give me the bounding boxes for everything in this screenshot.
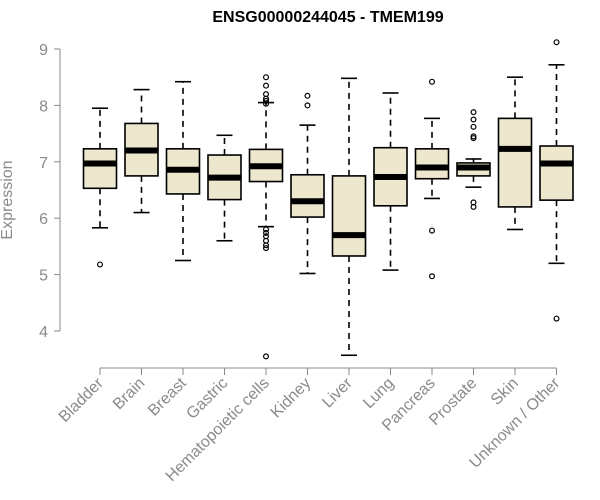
boxplot-group: [207, 134, 242, 242]
outlier-point: [263, 242, 270, 249]
box-iqr: [539, 145, 574, 201]
outlier-point: [263, 82, 270, 89]
y-tick-label: 8: [39, 98, 48, 115]
x-tick-label: Liver: [319, 374, 356, 411]
y-tick-label: 9: [39, 42, 48, 59]
outlier-point: [96, 261, 103, 268]
boxplot-group: [497, 76, 533, 231]
outlier-point: [470, 203, 477, 210]
boxplot-group: [414, 78, 450, 280]
outlier-point: [304, 92, 311, 99]
boxplot-group: [539, 39, 574, 322]
outlier-point: [470, 135, 477, 142]
y-tick-label: 6: [39, 211, 48, 228]
outlier-point: [429, 227, 436, 234]
box-iqr: [497, 117, 533, 208]
box-iqr: [414, 148, 450, 180]
y-axis-label: Expression: [0, 160, 16, 239]
outlier-point: [470, 109, 477, 116]
box-iqr: [82, 148, 118, 190]
boxplot-group: [82, 107, 118, 268]
outlier-point: [263, 97, 270, 104]
x-tick-label: Breast: [145, 374, 190, 419]
outlier-point: [470, 123, 477, 130]
x-tick-label: Skin: [488, 375, 522, 409]
boxplot-group: [124, 88, 159, 214]
x-tick-label: Brain: [110, 375, 148, 413]
boxplot-group: [331, 77, 367, 357]
outlier-point: [263, 229, 270, 236]
outlier-point: [470, 116, 477, 123]
outlier-point: [263, 100, 270, 107]
x-tick-label: Bladder: [56, 374, 107, 425]
outlier-point: [553, 315, 560, 322]
y-axis: 4 5 6 7 8 9: [39, 42, 61, 341]
y-tick-label: 4: [39, 324, 48, 341]
y-tick-label: 5: [39, 268, 48, 285]
outlier-point: [304, 102, 311, 109]
outlier-point: [263, 74, 270, 81]
chart-title: ENSG00000244045 - TMEM199: [212, 9, 443, 26]
outlier-point: [263, 245, 270, 252]
boxplot-group: [290, 92, 325, 275]
boxplot-group: [456, 109, 491, 210]
x-tick-label: Kidney: [268, 375, 315, 422]
boxplots: [82, 39, 574, 360]
outlier-point: [553, 39, 560, 46]
box-iqr: [331, 175, 367, 257]
boxplot-group: [165, 80, 201, 262]
outlier-point: [429, 78, 436, 85]
y-tick-label: 7: [39, 155, 48, 172]
outlier-point: [429, 273, 436, 280]
x-tick-label: Lung: [360, 375, 397, 412]
outlier-point: [263, 226, 270, 233]
outlier-point: [263, 353, 270, 360]
boxplot-group: [373, 92, 408, 271]
box-iqr: [290, 173, 325, 218]
boxplot-group: [248, 74, 284, 360]
